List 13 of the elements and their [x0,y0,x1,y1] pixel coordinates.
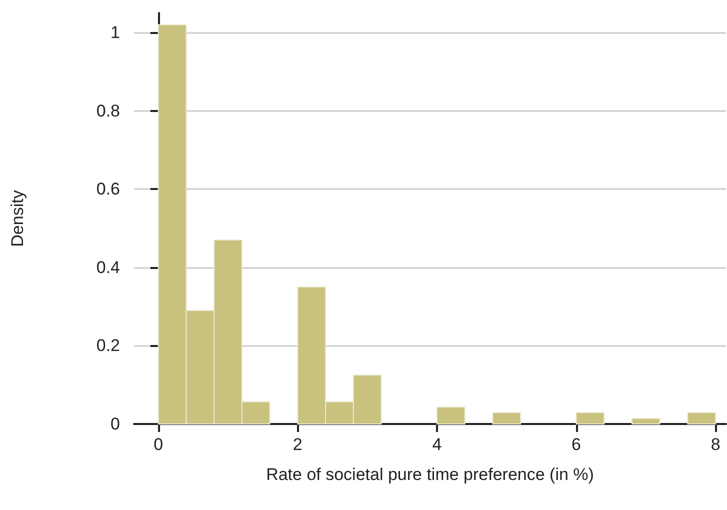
x-tick-label: 8 [710,435,720,454]
y-tick-label: 0.2 [96,336,120,356]
x-tick-label: 0 [154,435,164,454]
x-tick-label: 4 [432,435,442,454]
y-tick-label: 0.4 [96,258,120,277]
y-tick-label: 0 [110,414,120,434]
y-axis-title: Density [8,190,27,247]
y-tick-label: 1 [110,23,120,42]
x-tick-label: 2 [292,435,302,454]
y-tick-label: 0.8 [96,101,120,120]
y-tick-label: 0.6 [96,180,120,199]
x-axis-title: Rate of societal pure time preference (in %) [266,465,594,484]
x-tick-label: 6 [572,435,581,454]
